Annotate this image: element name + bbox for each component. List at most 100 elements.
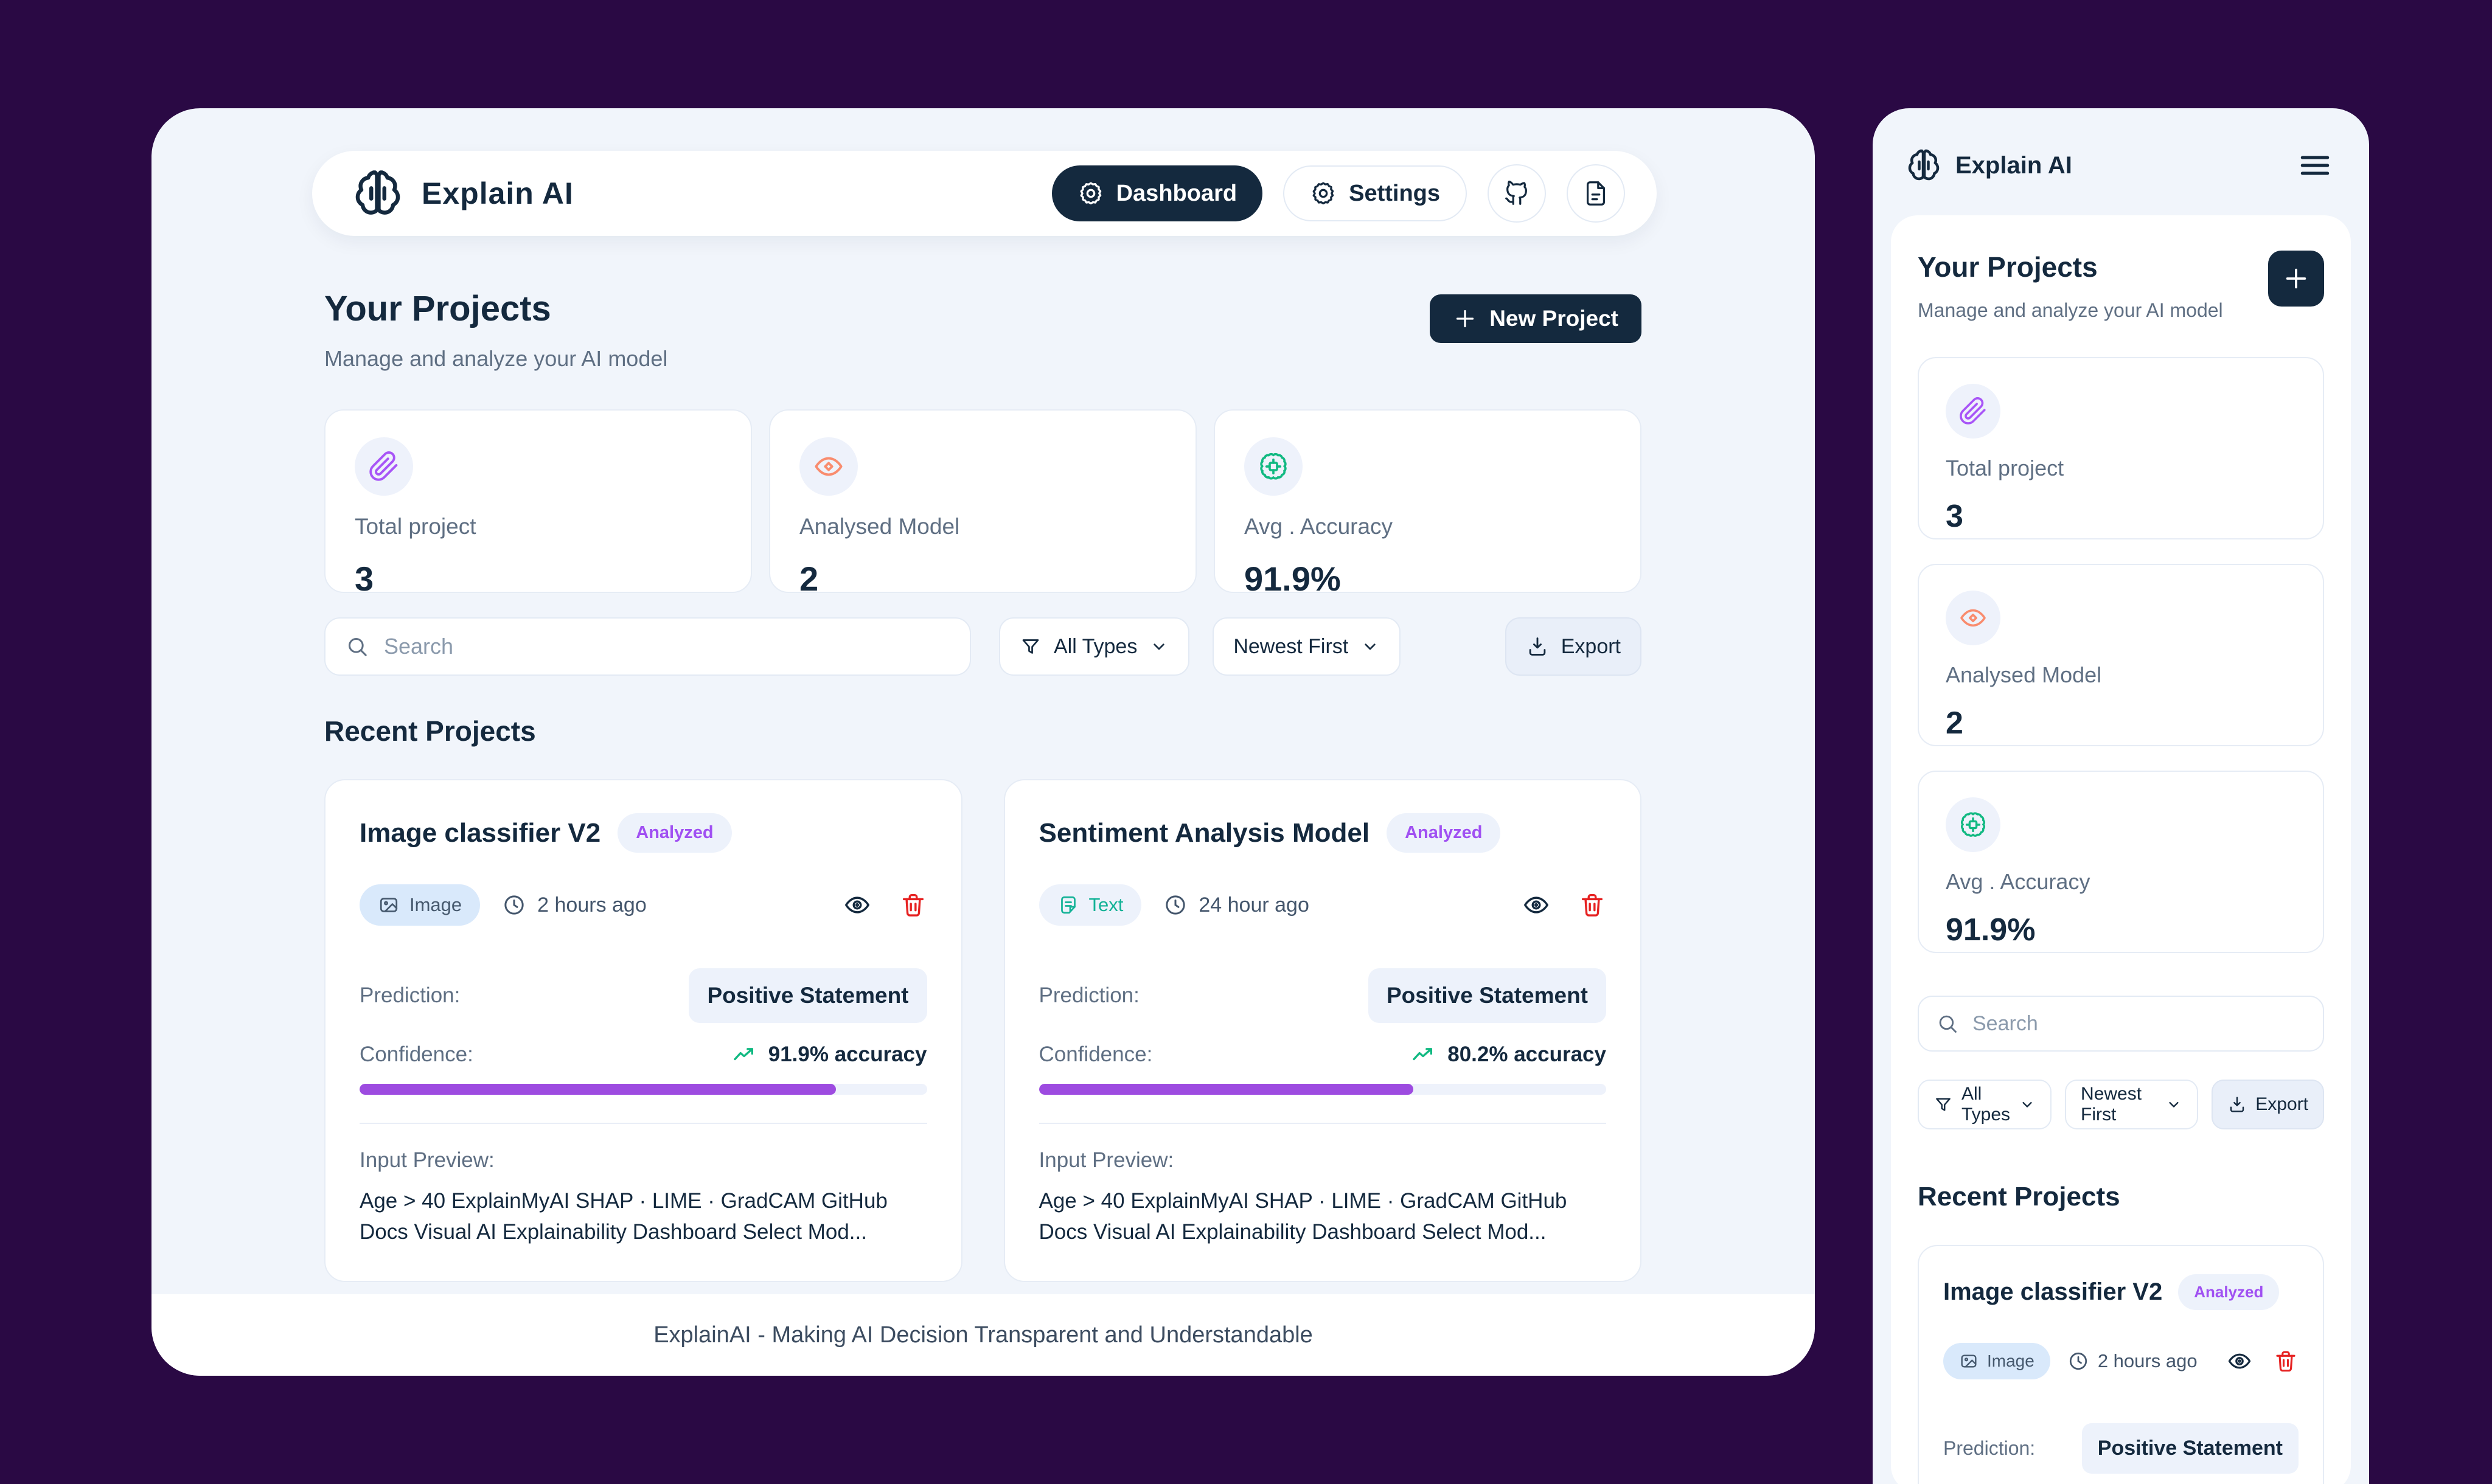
github-button[interactable] <box>1488 164 1546 223</box>
sort-filter-label: Newest First <box>2081 1084 2142 1125</box>
confidence-label: Confidence: <box>1039 1042 1153 1066</box>
mobile-page-head: Your Projects Manage and analyze your AI… <box>1918 251 2324 322</box>
type-filter-dropdown[interactable]: All Types <box>999 617 1190 676</box>
download-icon <box>2227 1095 2247 1114</box>
file-icon <box>1582 179 1610 207</box>
brand-name: Explain AI <box>1955 151 2072 179</box>
confidence-track <box>1039 1084 1606 1095</box>
stat-value: 91.9% <box>1946 912 2036 948</box>
stat-label: Avg . Accuracy <box>1946 869 2090 894</box>
accuracy-label: 91.9% accuracy <box>768 1042 927 1066</box>
text-doc-icon <box>1057 894 1079 916</box>
nav-settings-label: Settings <box>1349 180 1440 206</box>
view-button[interactable] <box>1522 891 1550 919</box>
delete-button[interactable] <box>1578 891 1606 919</box>
project-meta-row: Image 2 hours ago <box>1943 1343 2299 1379</box>
footer: ExplainAI - Making AI Decision Transpare… <box>151 1294 1815 1376</box>
delete-button[interactable] <box>2273 1348 2299 1374</box>
footer-text: ExplainAI - Making AI Decision Transpare… <box>653 1322 1313 1348</box>
project-cards-row: Image classifier V2 Analyzed Image 2 hou… <box>324 779 1641 1282</box>
plus-icon <box>1453 307 1477 331</box>
stat-label: Total project <box>355 514 476 539</box>
stat-value: 2 <box>1946 706 1963 741</box>
nav-dashboard-label: Dashboard <box>1116 180 1237 206</box>
type-filter-dropdown[interactable]: All Types <box>1918 1080 2052 1129</box>
view-button[interactable] <box>843 891 871 919</box>
prediction-value: Positive Statement <box>689 968 927 1023</box>
github-icon <box>1503 179 1531 207</box>
project-name: Sentiment Analysis Model <box>1039 817 1370 848</box>
delete-button[interactable] <box>899 891 927 919</box>
accuracy-value: 80.2% accuracy <box>1411 1042 1606 1067</box>
confidence-progress <box>360 1084 837 1095</box>
funnel-icon <box>1020 636 1042 657</box>
stat-card-analysed-model: Analysed Model 2 <box>1918 564 2324 746</box>
export-label: Export <box>2255 1094 2308 1114</box>
project-card[interactable]: Sentiment Analysis Model Analyzed Text 2… <box>1003 779 1641 1282</box>
project-meta-row: Text 24 hour ago <box>1039 884 1607 926</box>
export-button[interactable]: Export <box>1505 617 1641 676</box>
project-card[interactable]: Image classifier V2 Analyzed Image 2 hou… <box>1918 1245 2324 1484</box>
input-preview-text: Age > 40 ExplainMyAI SHAP · LIME · GradC… <box>360 1189 888 1244</box>
project-time-label: 2 hours ago <box>537 893 647 917</box>
prediction-label: Prediction: <box>1039 983 1140 1007</box>
recent-projects-title: Recent Projects <box>1918 1182 2120 1212</box>
chevron-down-icon <box>2165 1096 2182 1113</box>
project-card[interactable]: Image classifier V2 Analyzed Image 2 hou… <box>324 779 962 1282</box>
header-nav: Dashboard Settings <box>1051 164 1625 223</box>
stat-icon-wrap <box>799 437 858 496</box>
desktop-body: Your Projects Manage and analyze your AI… <box>324 288 1641 1282</box>
chevron-down-icon <box>2019 1096 2036 1113</box>
mobile-toolbar: All Types Newest First Export <box>1918 1080 2324 1129</box>
search-input[interactable] <box>1971 1011 2306 1036</box>
stat-card-analysed-model: Analysed Model 2 <box>769 409 1197 598</box>
sort-filter-dropdown[interactable]: Newest First <box>1213 617 1401 676</box>
search-box[interactable] <box>1918 996 2324 1052</box>
export-button[interactable]: Export <box>2212 1080 2324 1129</box>
stat-icon-wrap <box>1946 384 2000 439</box>
trend-up-icon <box>1411 1042 1435 1067</box>
accuracy-value: 91.9% accuracy <box>732 1042 927 1067</box>
input-preview-text: Age > 40 ExplainMyAI SHAP · LIME · GradC… <box>1039 1189 1567 1244</box>
stat-card-avg-accuracy: Avg . Accuracy 91.9% <box>1214 409 1641 598</box>
new-project-button[interactable]: New Project <box>1430 294 1641 343</box>
brain-icon <box>1904 146 1943 185</box>
status-badge: Analyzed <box>2178 1274 2280 1310</box>
eye-scan-icon <box>813 451 844 482</box>
search-input[interactable] <box>383 633 950 660</box>
confidence-row: Confidence: 91.9% accuracy <box>360 1042 927 1067</box>
desktop-header: Explain AI Dashboard Settings <box>312 151 1657 236</box>
new-project-label: New Project <box>1489 306 1618 331</box>
input-preview-label: Input Preview: <box>360 1148 495 1172</box>
hamburger-menu-button[interactable] <box>2296 147 2334 184</box>
project-actions <box>2227 1348 2299 1374</box>
nav-settings-button[interactable]: Settings <box>1283 165 1467 221</box>
stat-icon-wrap <box>355 437 413 496</box>
search-box[interactable] <box>324 617 971 676</box>
stat-value: 3 <box>1946 499 1963 534</box>
stat-icon-wrap <box>1946 591 2000 645</box>
gear-icon <box>1310 180 1337 207</box>
docs-button[interactable] <box>1567 164 1625 223</box>
prediction-value: Positive Statement <box>2081 1423 2299 1474</box>
nav-dashboard-button[interactable]: Dashboard <box>1051 165 1263 221</box>
type-filter-label: All Types <box>1961 1084 2011 1125</box>
input-preview-label: Input Preview: <box>1039 1148 1174 1172</box>
view-button[interactable] <box>2227 1348 2252 1374</box>
trash-icon <box>899 891 927 919</box>
divider <box>360 1123 927 1124</box>
confidence-progress <box>1039 1084 1413 1095</box>
sort-filter-dropdown[interactable]: Newest First <box>2065 1080 2199 1129</box>
chevron-down-icon <box>1149 637 1169 656</box>
download-icon <box>1526 635 1549 658</box>
page-head-text: Your Projects Manage and analyze your AI… <box>324 288 667 372</box>
image-icon <box>378 894 400 916</box>
new-project-button[interactable] <box>2268 251 2324 307</box>
page-title: Your Projects <box>1918 251 2098 283</box>
mobile-panel: Explain AI Your Projects Manage and anal… <box>1873 108 2369 1484</box>
stat-card-total-projects: Total project 3 <box>1918 357 2324 539</box>
prediction-row: Prediction: Positive Statement <box>1943 1423 2299 1474</box>
project-time: 2 hours ago <box>502 893 647 917</box>
eye-scan-icon <box>1958 603 1988 633</box>
stat-label: Avg . Accuracy <box>1244 514 1393 539</box>
